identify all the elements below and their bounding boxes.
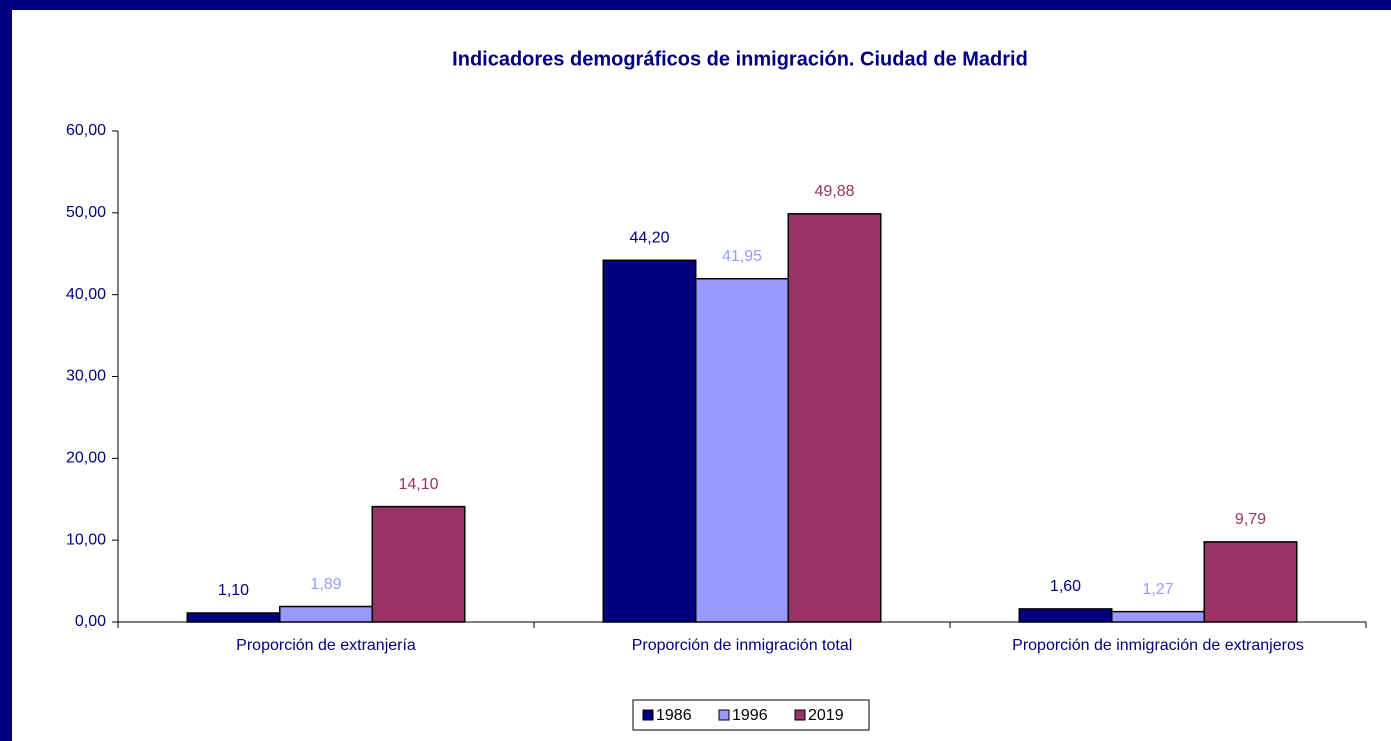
x-tick-label: Proporción de extranjería xyxy=(236,637,416,654)
bar xyxy=(1111,610,1205,623)
bar xyxy=(1203,541,1298,623)
value-label: 44,20 xyxy=(629,230,669,247)
value-label: 1,60 xyxy=(1050,578,1081,595)
x-tick-label: Proporción de inmigración total xyxy=(632,637,853,654)
value-label: 41,95 xyxy=(722,248,762,265)
value-label: 1,27 xyxy=(1142,581,1173,598)
bar xyxy=(1018,608,1113,623)
y-tick-label: 20,00 xyxy=(66,450,106,467)
chart-title: Indicadores demográficos de inmigración.… xyxy=(452,48,1028,70)
legend-label: 1996 xyxy=(732,707,768,724)
value-label: 1,10 xyxy=(218,582,249,599)
x-tick-label: Proporción de inmigración de extranjeros xyxy=(1012,637,1304,654)
y-tick-label: 30,00 xyxy=(66,368,106,385)
legend-swatch xyxy=(642,709,654,721)
bar xyxy=(186,612,281,623)
y-tick-label: 0,00 xyxy=(75,613,106,630)
y-tick-label: 10,00 xyxy=(66,531,106,548)
legend-label: 2019 xyxy=(808,707,844,724)
bar xyxy=(371,505,466,623)
value-label: 14,10 xyxy=(398,476,438,493)
y-tick-label: 40,00 xyxy=(66,286,106,303)
bar xyxy=(279,605,373,623)
value-label: 1,89 xyxy=(310,576,341,593)
legend-label: 1986 xyxy=(656,707,692,724)
bar xyxy=(695,277,789,623)
y-tick-label: 50,00 xyxy=(66,204,106,221)
bar xyxy=(602,259,697,623)
legend-box xyxy=(632,699,870,731)
y-tick-label: 60,00 xyxy=(66,122,106,139)
value-label: 49,88 xyxy=(814,183,854,200)
legend-swatch xyxy=(794,709,806,721)
value-label: 9,79 xyxy=(1235,511,1266,528)
bar xyxy=(787,213,882,623)
legend-swatch xyxy=(718,709,730,721)
